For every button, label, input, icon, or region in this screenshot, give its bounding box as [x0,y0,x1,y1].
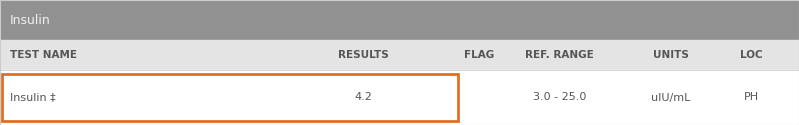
Text: 4.2: 4.2 [355,92,372,102]
Text: FLAG: FLAG [464,50,495,60]
Bar [0,40,799,70]
Text: REF. RANGE: REF. RANGE [525,50,594,60]
Text: Insulin: Insulin [10,14,50,26]
Bar [0,0,799,40]
Text: PH: PH [744,92,758,102]
Text: RESULTS: RESULTS [338,50,389,60]
Text: TEST NAME: TEST NAME [10,50,77,60]
Text: 3.0 - 25.0: 3.0 - 25.0 [533,92,586,102]
Bar [0,70,799,125]
Bar [2,74,458,121]
Text: Insulin ‡: Insulin ‡ [10,92,55,102]
Text: UNITS: UNITS [654,50,689,60]
Text: LOC: LOC [740,50,762,60]
Text: uIU/mL: uIU/mL [651,92,691,102]
